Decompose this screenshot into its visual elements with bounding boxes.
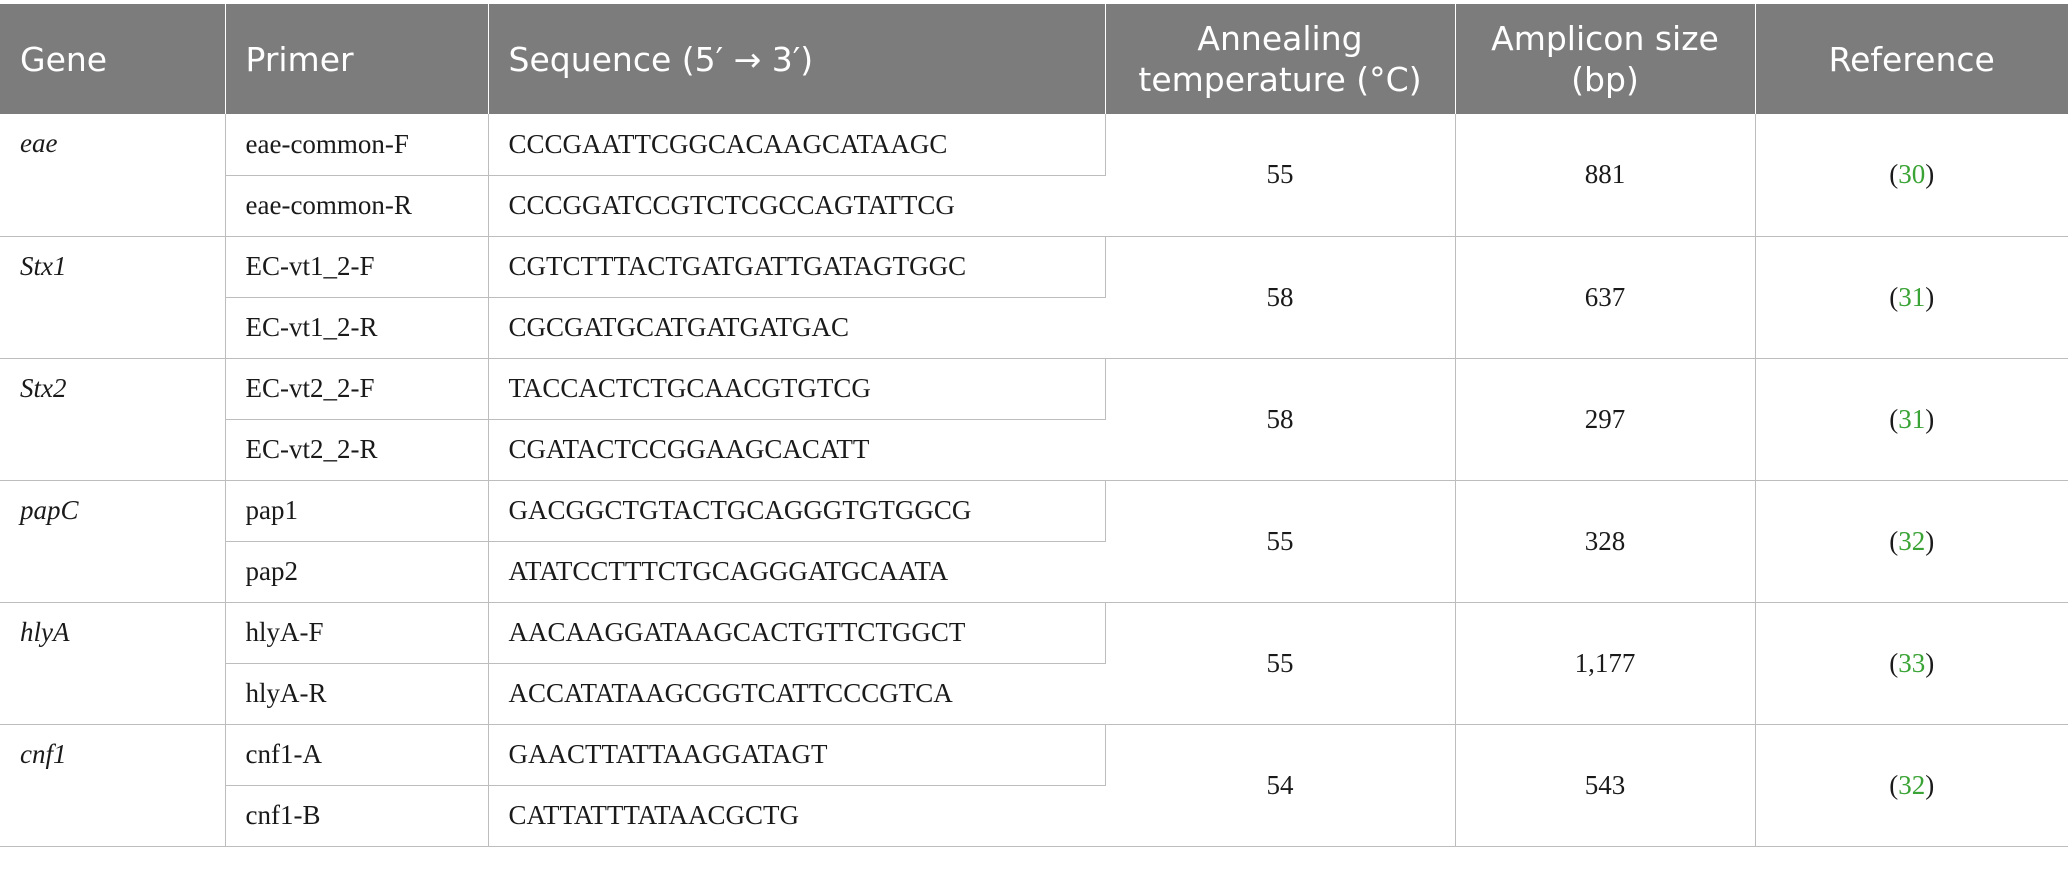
sequence-cell: GAACTTATTAAGGATAGT (488, 724, 1106, 786)
reference-link[interactable]: 30 (1898, 159, 1926, 190)
header-primer: Primer (225, 4, 489, 114)
table-row: EC-vt1_2-R CGCGATGCATGATGATGAC (0, 297, 2068, 359)
header-annealing-temperature: Annealing temperature (°C) (1105, 4, 1456, 114)
reference-open-paren: ( (1889, 769, 1899, 800)
primer-cell: cnf1-B (225, 785, 489, 847)
table-row: cnf1 cnf1-A GAACTTATTAAGGATAGT 54 543 (3… (0, 724, 2068, 847)
header-annealing-line2: temperature (°C) (1138, 60, 1422, 99)
table-row: Stx2 EC-vt2_2-F TACCACTCTGCAACGTGTCG 58 … (0, 358, 2068, 481)
primer-cell: hlyA-F (225, 602, 489, 664)
temperature-cell: 58 (1105, 236, 1456, 359)
gene-cell: Stx2 (0, 358, 226, 481)
temperature-cell: 58 (1105, 358, 1456, 481)
sequence-cell: TACCACTCTGCAACGTGTCG (488, 358, 1106, 420)
temperature-cell: 55 (1105, 114, 1456, 237)
sequence-cell: CGTCTTTACTGATGATTGATAGTGGC (488, 236, 1106, 298)
sequence-cell: CGCGATGCATGATGATGAC (488, 297, 1105, 359)
table-row: hlyA-R ACCATATAAGCGGTCATTCCCGTCA (0, 663, 2068, 725)
amplicon-cell: 543 (1455, 724, 1756, 847)
primer-cell: EC-vt2_2-F (225, 358, 489, 420)
sequence-cell: CCCGAATTCGGCACAAGCATAAGC (488, 114, 1106, 176)
primer-table: Gene Primer Sequence (5′ → 3′) Annealing… (0, 4, 2068, 847)
table-row: eae eae-common-F CCCGAATTCGGCACAAGCATAAG… (0, 114, 2068, 237)
sequence-cell: GACGGCTGTACTGCAGGGTGTGGCG (488, 480, 1106, 542)
reference-cell: (33) (1755, 602, 2068, 725)
table-row: eae-common-R CCCGGATCCGTCTCGCCAGTATTCG (0, 175, 2068, 237)
reference-open-paren: ( (1889, 281, 1899, 312)
sequence-cell: ACCATATAAGCGGTCATTCCCGTCA (488, 663, 1105, 725)
amplicon-cell: 297 (1455, 358, 1756, 481)
reference-close-paren: ) (1925, 525, 1935, 556)
reference-open-paren: ( (1889, 403, 1899, 434)
primer-cell: eae-common-F (225, 114, 489, 176)
reference-close-paren: ) (1925, 281, 1935, 312)
reference-cell: (32) (1755, 480, 2068, 603)
header-gene: Gene (0, 4, 226, 114)
primer-table-container: Gene Primer Sequence (5′ → 3′) Annealing… (0, 4, 2068, 847)
table-body: eae eae-common-F CCCGAATTCGGCACAAGCATAAG… (0, 114, 2068, 847)
header-row: Gene Primer Sequence (5′ → 3′) Annealing… (0, 4, 2068, 114)
amplicon-cell: 881 (1455, 114, 1756, 237)
temperature-cell: 55 (1105, 602, 1456, 725)
reference-close-paren: ) (1925, 403, 1935, 434)
amplicon-cell: 637 (1455, 236, 1756, 359)
primer-cell: pap2 (225, 541, 489, 603)
table-row: hlyA hlyA-F AACAAGGATAAGCACTGTTCTGGCT 55… (0, 602, 2068, 725)
reference-open-paren: ( (1889, 159, 1899, 190)
reference-cell: (32) (1755, 724, 2068, 847)
gene-cell: hlyA (0, 602, 226, 725)
sequence-cell: CCCGGATCCGTCTCGCCAGTATTCG (488, 175, 1105, 237)
temperature-cell: 55 (1105, 480, 1456, 603)
sequence-cell: CATTATTTATAACGCTG (488, 785, 1105, 847)
sequence-cell: ATATCCTTTCTGCAGGGATGCAATA (488, 541, 1105, 603)
amplicon-cell: 1,177 (1455, 602, 1756, 725)
reference-close-paren: ) (1925, 769, 1935, 800)
reference-cell: (31) (1755, 236, 2068, 359)
reference-link[interactable]: 31 (1898, 281, 1926, 312)
amplicon-cell: 328 (1455, 480, 1756, 603)
reference-link[interactable]: 31 (1898, 403, 1926, 434)
header-annealing-line1: Annealing (1197, 19, 1363, 58)
table-row: Stx1 EC-vt1_2-F CGTCTTTACTGATGATTGATAGTG… (0, 236, 2068, 359)
reference-link[interactable]: 32 (1898, 769, 1926, 800)
header-amplicon-line2: (bp) (1571, 60, 1639, 99)
header-sequence: Sequence (5′ → 3′) (488, 4, 1106, 114)
reference-close-paren: ) (1925, 647, 1935, 678)
primer-cell: EC-vt2_2-R (225, 419, 489, 481)
header-amplicon-line1: Amplicon size (1491, 19, 1719, 58)
table-row: cnf1-B CATTATTTATAACGCTG (0, 785, 2068, 847)
reference-open-paren: ( (1889, 525, 1899, 556)
table-header: Gene Primer Sequence (5′ → 3′) Annealing… (0, 4, 2068, 114)
primer-cell: cnf1-A (225, 724, 489, 786)
primer-cell: eae-common-R (225, 175, 489, 237)
primer-cell: pap1 (225, 480, 489, 542)
temperature-cell: 54 (1105, 724, 1456, 847)
header-amplicon-size: Amplicon size (bp) (1455, 4, 1756, 114)
table-row: EC-vt2_2-R CGATACTCCGGAAGCACATT (0, 419, 2068, 481)
primer-cell: EC-vt1_2-F (225, 236, 489, 298)
primer-cell: hlyA-R (225, 663, 489, 725)
table-row: papC pap1 GACGGCTGTACTGCAGGGTGTGGCG 55 3… (0, 480, 2068, 603)
reference-link[interactable]: 33 (1898, 647, 1926, 678)
gene-cell: eae (0, 114, 226, 237)
gene-cell: cnf1 (0, 724, 226, 847)
sequence-cell: CGATACTCCGGAAGCACATT (488, 419, 1105, 481)
reference-cell: (31) (1755, 358, 2068, 481)
sequence-cell: AACAAGGATAAGCACTGTTCTGGCT (488, 602, 1106, 664)
reference-close-paren: ) (1925, 159, 1935, 190)
reference-cell: (30) (1755, 114, 2068, 237)
header-reference: Reference (1755, 4, 2068, 114)
reference-link[interactable]: 32 (1898, 525, 1926, 556)
primer-cell: EC-vt1_2-R (225, 297, 489, 359)
reference-open-paren: ( (1889, 647, 1899, 678)
gene-cell: Stx1 (0, 236, 226, 359)
table-row: pap2 ATATCCTTTCTGCAGGGATGCAATA (0, 541, 2068, 603)
gene-cell: papC (0, 480, 226, 603)
